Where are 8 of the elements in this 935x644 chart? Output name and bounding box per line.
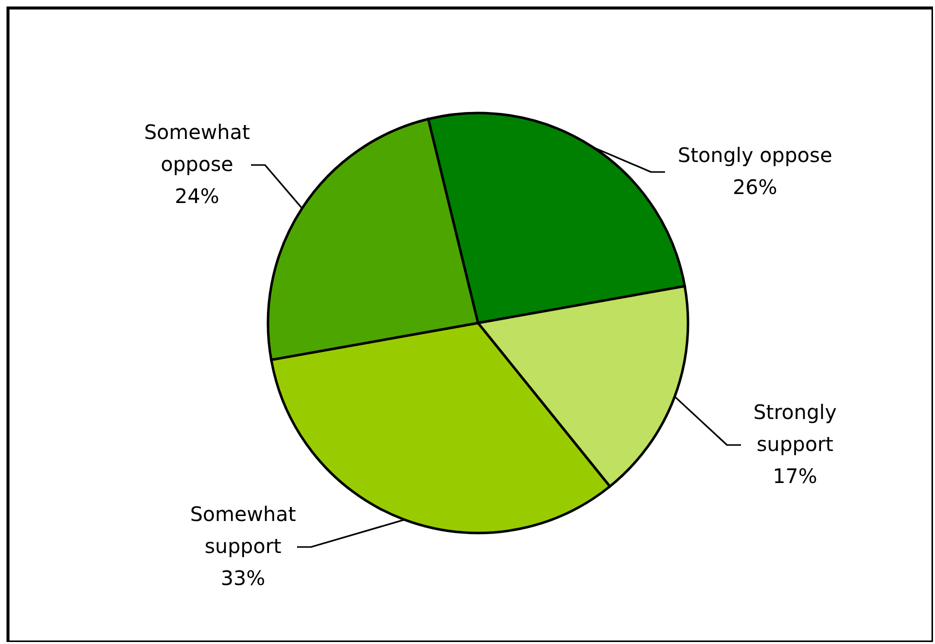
data-label: 17% xyxy=(772,464,818,488)
data-label: 33% xyxy=(220,566,266,590)
slice-label: Stongly oppose xyxy=(678,143,832,167)
slice-label: Somewhat oppose xyxy=(144,120,250,176)
data-label: 24% xyxy=(174,184,220,208)
slice-label: Strongly support xyxy=(753,400,837,456)
data-label: 26% xyxy=(732,175,778,199)
slice-label: Somewhat support xyxy=(190,502,296,558)
